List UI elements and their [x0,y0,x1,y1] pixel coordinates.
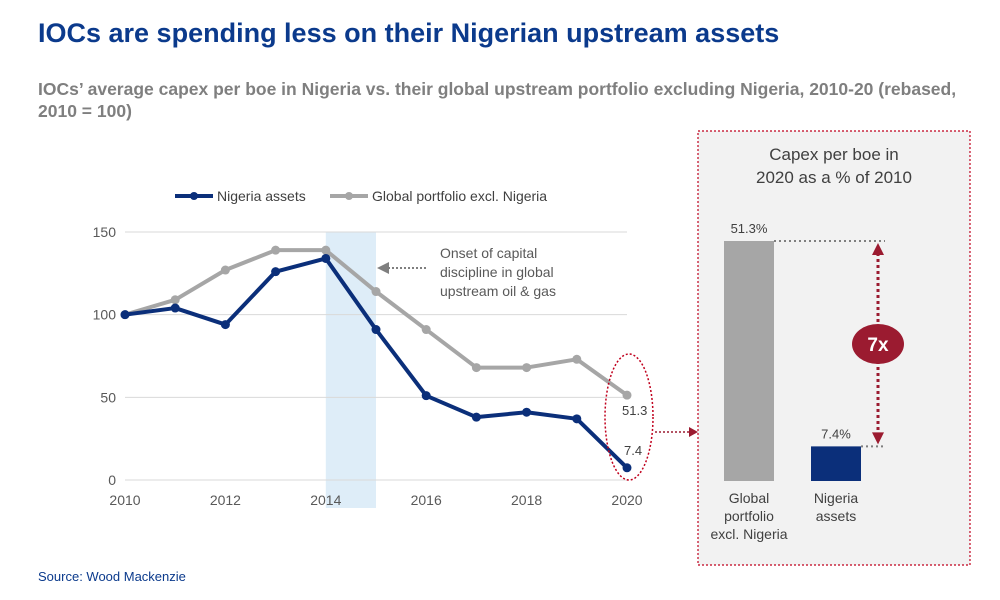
data-point [572,414,582,424]
bar-category-label: Nigeria assets [814,490,859,524]
data-point [220,320,230,330]
y-tick-label: 100 [93,307,117,323]
legend-marker [190,192,198,200]
bar-value-label: 51.3% [731,221,768,236]
bar [811,446,861,481]
data-point [271,245,281,255]
x-tick-label: 2010 [109,492,140,508]
data-point [522,363,532,373]
chart-subtitle: IOCs’ average capex per boe in Nigeria v… [38,79,957,121]
data-point [321,245,331,255]
arrow-down-icon [872,432,884,445]
legend-marker [345,192,353,200]
data-point [170,303,180,313]
data-point [220,265,230,275]
data-point [572,354,582,364]
source-note: Source: Wood Mackenzie [38,569,186,584]
x-tick-label: 2018 [511,492,542,508]
y-tick-label: 0 [108,472,116,488]
end-label-nigeria: 7.4 [624,443,642,458]
data-point [371,325,381,335]
multiplier-label: 7x [867,335,889,356]
data-point [170,295,180,305]
legend-label: Global portfolio excl. Nigeria [372,188,547,204]
data-point [471,363,481,373]
data-point [421,325,431,335]
data-point [421,391,431,401]
data-point [622,390,632,400]
annotation-arrowhead-icon [377,262,389,274]
legend-label: Nigeria assets [217,188,306,204]
highlight-band [325,232,376,508]
page-title: IOCs are spending less on their Nigerian… [38,18,780,48]
bar-value-label: 7.4% [821,426,851,441]
connector-arrowhead-icon [689,427,698,437]
highlight-ellipse [604,353,654,481]
x-tick-label: 2020 [611,492,642,508]
y-tick-label: 50 [100,389,116,405]
data-point [622,463,632,473]
x-tick-label: 2016 [411,492,442,508]
y-tick-label: 150 [93,224,117,240]
data-point [321,253,331,263]
data-point [522,407,532,417]
multiplier-badge [852,324,904,364]
data-point [471,412,481,422]
x-tick-label: 2014 [310,492,341,508]
arrow-up-icon [872,243,884,255]
bar [724,241,774,481]
data-point [271,267,281,277]
annotation-text: Onset of capital discipline in global upst… [440,245,556,299]
x-tick-label: 2012 [210,492,241,508]
data-point [120,310,130,320]
bar-category-label: Global portfolio excl. Nigeria [710,490,787,542]
end-label-global: 51.3 [622,403,647,418]
panel-title: Capex per boe in 2020 as a % of 2010 [756,145,912,187]
data-point [371,287,381,297]
